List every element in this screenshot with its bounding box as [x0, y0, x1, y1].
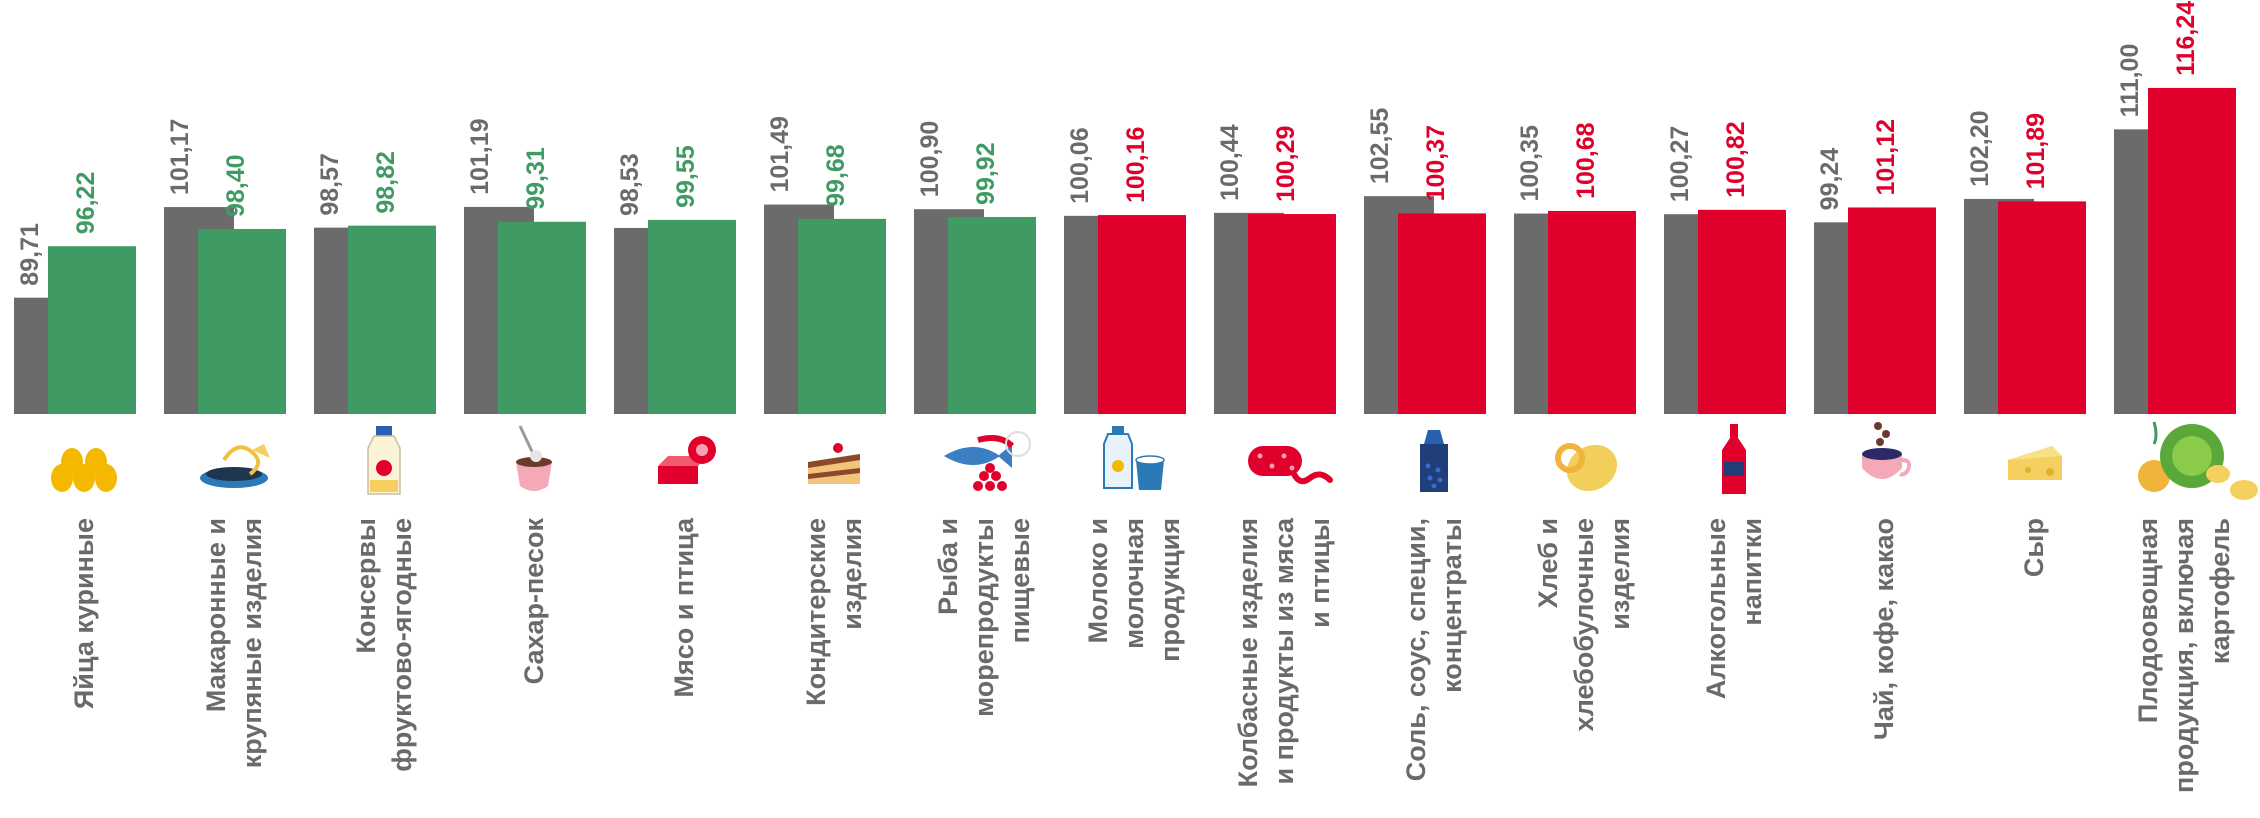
value-label-prev-6: 100,90	[916, 121, 944, 197]
bar-current-0	[48, 246, 136, 414]
vegetables-icon	[2138, 421, 2258, 500]
bread-icon	[1555, 443, 1618, 492]
value-label-current-12: 101,12	[1872, 119, 1900, 195]
value-label-current-5: 99,68	[822, 144, 850, 207]
value-label-current-6: 99,92	[972, 142, 1000, 205]
pasta-icon	[200, 444, 270, 488]
meat-icon	[658, 436, 716, 484]
category-label-6: Рыба и морепродукты пищевые	[933, 518, 1035, 717]
bar-current-4	[648, 219, 736, 414]
value-label-prev-9: 102,55	[1366, 108, 1394, 185]
category-label-11: Алкогольные напитки	[1701, 518, 1767, 699]
bar-current-12	[1848, 207, 1936, 414]
sugar-icon	[516, 425, 552, 491]
category-label-2: Консервы фруктово-ягодные	[351, 518, 417, 772]
wine-bottle-icon	[1722, 424, 1746, 494]
bar-current-11	[1698, 209, 1786, 414]
value-label-current-0: 96,22	[72, 172, 100, 235]
category-label-7: Молоко и молочная продукция	[1083, 518, 1185, 662]
value-label-current-7: 100,16	[1122, 127, 1150, 203]
value-label-prev-0: 89,71	[16, 223, 44, 286]
value-label-prev-14: 111,00	[2116, 44, 2144, 118]
category-label-3: Сахар-песок	[519, 518, 549, 685]
value-label-current-3: 99,31	[522, 147, 550, 210]
category-label-5: Кондитерские изделия	[801, 518, 867, 706]
value-label-current-1: 98,40	[222, 154, 250, 217]
value-label-current-11: 100,82	[1722, 121, 1750, 197]
milk-icon	[1103, 426, 1165, 490]
bar-current-5	[798, 218, 886, 414]
value-label-current-8: 100,29	[1272, 126, 1300, 202]
bar-current-2	[348, 225, 436, 414]
tea-cup-icon	[1862, 422, 1912, 479]
value-label-prev-3: 101,19	[466, 118, 494, 194]
cheese-icon	[2008, 446, 2062, 480]
value-label-current-4: 99,55	[672, 145, 700, 208]
category-label-0: Яйца куриные	[69, 518, 99, 709]
salt-shaker-icon	[1420, 430, 1448, 492]
bar-current-9	[1398, 213, 1486, 414]
bar-current-8	[1248, 214, 1336, 414]
value-label-prev-7: 100,06	[1066, 127, 1094, 203]
value-label-prev-12: 99,24	[1816, 148, 1844, 211]
category-label-14: Плодоовощная продукция, включая картофель	[2133, 518, 2235, 793]
bar-current-1	[198, 228, 286, 414]
bar-current-7	[1098, 215, 1186, 414]
value-label-prev-5: 101,49	[766, 116, 794, 192]
eggs-icon	[51, 448, 117, 492]
value-label-current-13: 101,89	[2022, 113, 2050, 189]
value-label-current-10: 100,68	[1572, 122, 1600, 199]
cake-icon	[808, 443, 860, 484]
sausage-icon	[1248, 446, 1333, 485]
bar-current-14	[2148, 87, 2236, 414]
value-label-current-2: 98,82	[372, 151, 400, 214]
category-label-8: Колбасные изделия и продукты из мяса и пти…	[1233, 517, 1335, 787]
fish-icon	[944, 431, 1031, 491]
category-label-9: Соль, соус, специи, концентраты	[1401, 518, 1467, 781]
value-label-prev-13: 102,20	[1966, 110, 1994, 186]
jar-icon	[367, 426, 401, 495]
category-label-13: Сыр	[2019, 518, 2049, 577]
value-label-prev-4: 98,53	[616, 153, 644, 216]
value-label-current-9: 100,37	[1422, 125, 1450, 201]
bar-current-10	[1548, 210, 1636, 414]
bar-current-6	[948, 216, 1036, 414]
value-label-prev-10: 100,35	[1516, 125, 1544, 202]
category-label-4: Мясо и птица	[669, 517, 699, 697]
value-label-prev-8: 100,44	[1216, 124, 1244, 201]
category-label-12: Чай, кофе, какао	[1869, 518, 1899, 740]
bar-current-3	[498, 221, 586, 414]
category-label-1: Макаронные и крупяные изделия	[201, 518, 267, 768]
value-label-prev-11: 100,27	[1666, 126, 1694, 202]
category-label-10: Хлеб и хлебобулочные изделия	[1533, 518, 1635, 731]
value-label-prev-2: 98,57	[316, 153, 344, 216]
value-label-current-14: 116,24	[2172, 1, 2200, 76]
bar-current-13	[1998, 201, 2086, 414]
value-label-prev-1: 101,17	[166, 119, 194, 195]
